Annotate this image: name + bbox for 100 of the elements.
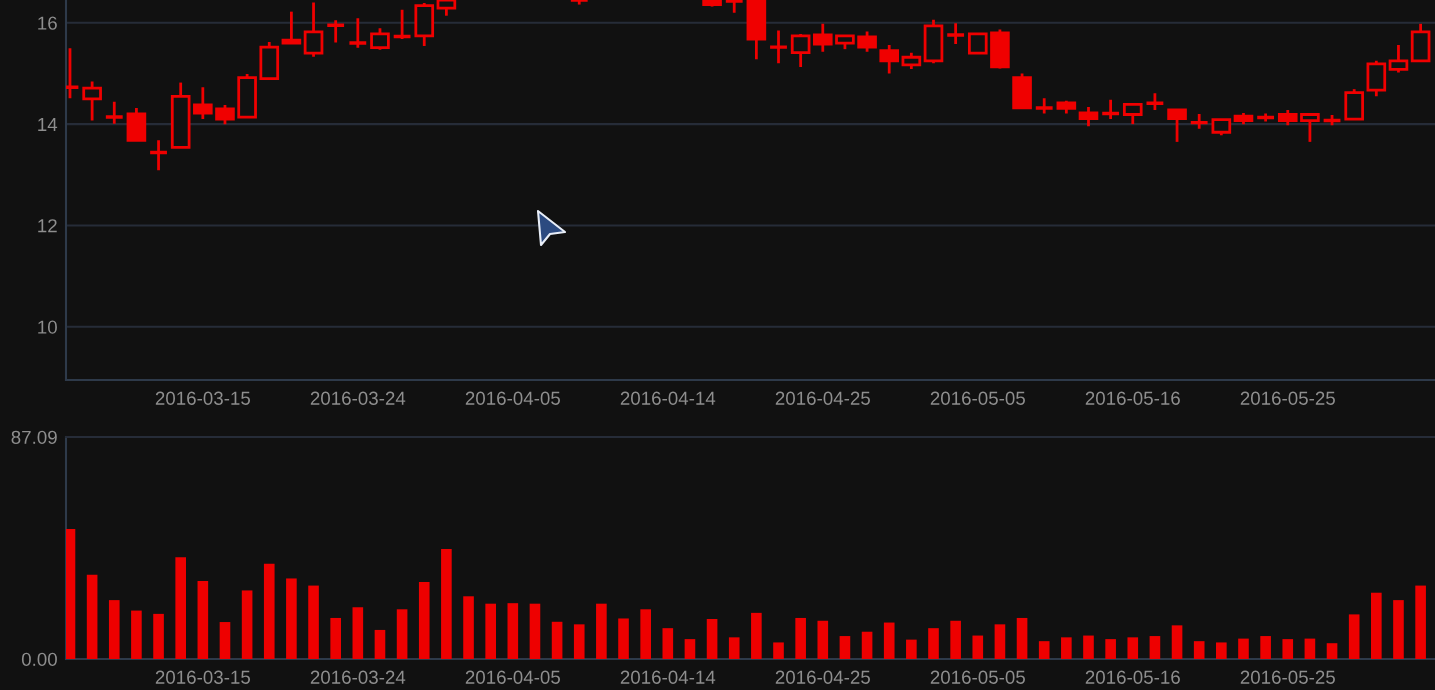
bar [573,624,585,659]
bar [131,610,142,659]
bar [1171,625,1183,659]
bar [839,636,851,659]
bar [529,603,541,659]
bar [1193,641,1205,659]
x-tick-label: 2016-05-16 [1085,670,1180,684]
candlestick [768,29,789,65]
bar [1061,637,1072,659]
candlestick [325,18,346,44]
bar [108,600,120,659]
bar [1415,585,1426,659]
bar [374,629,386,659]
x-tick-label: 2016-04-25 [775,391,870,405]
y-tick-label: 14 [38,118,58,131]
bar [86,574,98,659]
x-tick-label: 2016-05-25 [1240,391,1335,405]
x-tick-label: 2016-04-25 [775,670,870,684]
candlestick [436,0,457,18]
candlestick [945,21,966,46]
bar [662,628,674,659]
y-tick-label: 0.00 [21,652,57,666]
bar [1326,643,1338,659]
candlestick [1167,108,1187,144]
y-tick-label: 16 [38,16,57,30]
y-tick-label: 87.09 [11,430,57,444]
candlestick [1410,22,1431,63]
bar [972,635,984,659]
bar [197,581,209,659]
bar [418,582,430,659]
bar [1260,636,1271,659]
bar [330,617,341,659]
candlestick [193,85,213,121]
bar [1282,639,1294,659]
bar [308,585,319,659]
bar [1083,635,1094,659]
bar [640,609,651,659]
bar [396,609,408,659]
candlestick [879,43,900,75]
bar [728,637,740,659]
bar [817,620,829,659]
x-tick-label: 2016-05-25 [1240,670,1335,684]
x-tick-label: 2016-03-15 [155,670,251,684]
bar [706,618,718,659]
candlestick [790,32,811,69]
bar [950,620,961,659]
bar [1371,592,1382,659]
bar [994,624,1006,659]
bar [1038,641,1050,659]
bar [795,617,806,659]
x-tick-label: 2016-03-24 [310,391,406,405]
bar [1127,637,1139,659]
candlestick [1388,43,1409,74]
bar [883,622,895,659]
candlestick [82,80,102,122]
candlestick [347,16,368,50]
bar [551,621,563,659]
bar [751,612,762,659]
bar [1393,600,1404,659]
x-tick-label: 2016-05-05 [930,391,1025,405]
bar [861,631,873,659]
x-tick-label: 2016-04-14 [620,391,716,405]
bar [352,607,364,659]
candlestick [148,138,169,172]
bar [1016,617,1028,659]
y-tick-label: 12 [38,219,57,233]
bar [1149,636,1161,659]
candlestick [281,10,302,45]
bar [485,603,496,659]
x-tick-label: 2016-05-05 [930,670,1025,684]
x-tick-label: 2016-04-05 [465,670,560,684]
bar [219,622,231,659]
bar [684,639,696,659]
bar [1304,638,1316,659]
bar [241,590,253,659]
bar [1216,642,1227,659]
bar [286,578,297,659]
candlestick [104,100,125,126]
candlestick [1300,113,1320,144]
bar [773,642,784,659]
candlestick [569,0,590,6]
candlestick [303,1,324,59]
x-tick-label: 2016-04-14 [620,670,716,684]
candlestick [1100,98,1121,121]
y-tick-label: 10 [38,320,57,334]
bar [263,563,275,659]
bar [463,596,474,659]
bar [618,618,629,659]
bar [66,529,76,659]
bar [441,548,452,659]
bar [596,603,607,659]
candlestick [746,0,767,61]
bar [153,613,164,659]
x-tick-label: 2016-03-24 [310,670,406,684]
x-tick-label: 2016-04-05 [465,391,560,405]
bar [175,557,187,659]
candlestick [170,81,191,149]
bar [507,603,519,659]
bar [928,628,939,659]
x-tick-label: 2016-03-15 [155,391,251,405]
